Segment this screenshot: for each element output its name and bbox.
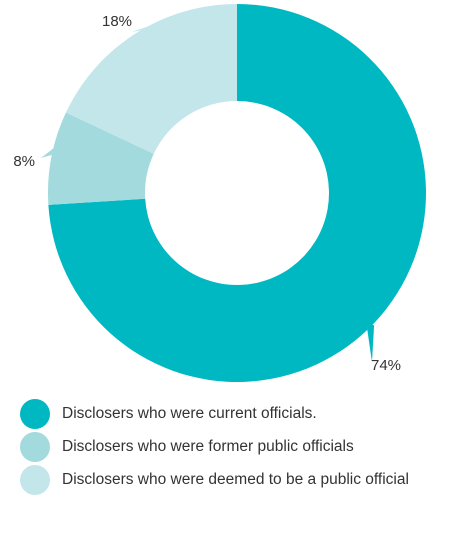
label-pointer-deemed-officials [131, 21, 172, 32]
slice-value-label-current-officials: 74% [371, 357, 401, 374]
slice-value-label-former-officials: 8% [13, 153, 35, 170]
donut-slice-current-officials [48, 4, 426, 382]
legend-label-deemed-officials: Disclosers who were deemed to be a publi… [62, 471, 409, 488]
legend-label-current-officials: Disclosers who were current officials. [62, 405, 317, 422]
legend-item-deemed-officials: Disclosers who were deemed to be a publi… [20, 465, 409, 495]
legend-item-former-officials: Disclosers who were former public offici… [20, 432, 409, 462]
legend-label-former-officials: Disclosers who were former public offici… [62, 438, 354, 455]
label-pointer-current-officials [366, 321, 375, 362]
slice-value-label-deemed-officials: 18% [102, 13, 132, 30]
legend-item-current-officials: Disclosers who were current officials. [20, 399, 409, 429]
chart-legend: Disclosers who were current officials. D… [20, 399, 409, 501]
donut-slice-former-officials [47, 112, 154, 205]
legend-swatch-former-officials [20, 432, 50, 462]
donut-slice-deemed-officials [65, 4, 237, 154]
label-pointer-former-officials [41, 148, 62, 158]
donut-chart: 74% 8% 18% [13, 4, 426, 382]
legend-swatch-current-officials [20, 399, 50, 429]
legend-swatch-deemed-officials [20, 465, 50, 495]
